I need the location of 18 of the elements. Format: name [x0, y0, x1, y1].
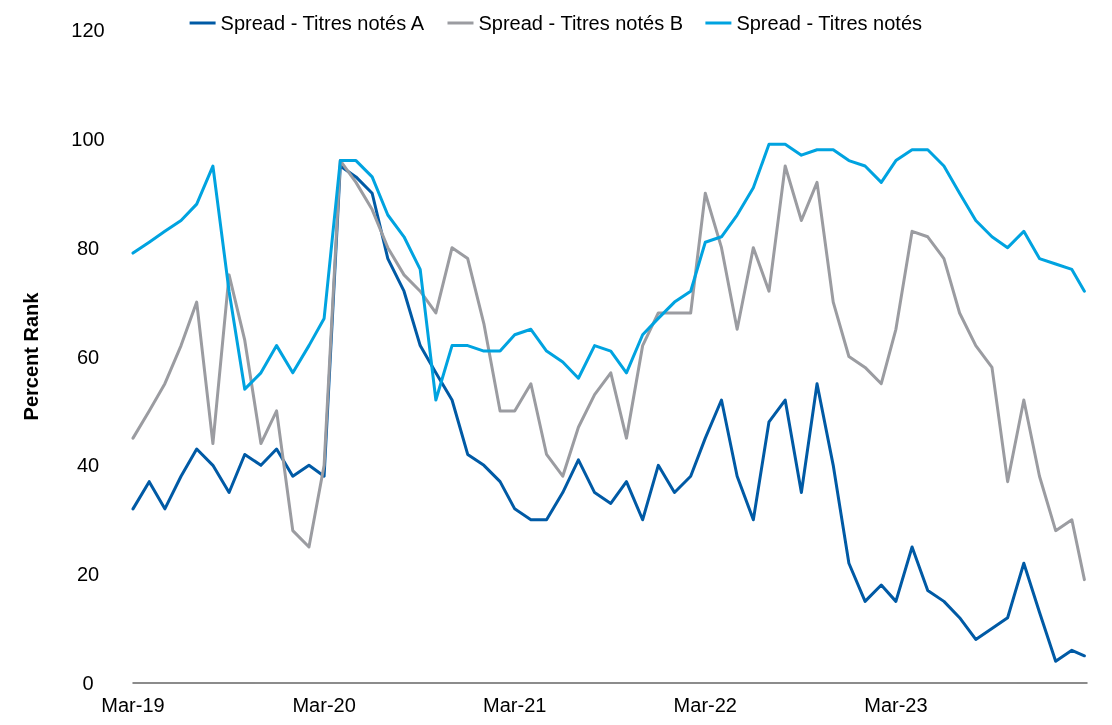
legend-label: Spread - Titres notés — [736, 12, 923, 34]
y-tick-label: 40 — [76, 454, 100, 477]
y-tick-label: 0 — [82, 672, 94, 694]
y-tick-label: 120 — [71, 19, 105, 41]
y-tick-label: 100 — [71, 127, 105, 150]
x-tick-label: Mar-21 — [483, 694, 547, 716]
y-tick-label: 80 — [76, 236, 100, 259]
x-tick-label: Mar-19 — [101, 694, 165, 716]
y-tick-label: 60 — [76, 345, 100, 368]
legend-label: Spread - Titres notés A — [220, 12, 425, 34]
line-series — [131, 142, 1086, 402]
x-tick-label: Mar-20 — [292, 694, 356, 716]
line-series — [131, 159, 1086, 582]
legend-label: Spread - Titres notés B — [478, 12, 684, 34]
x-tick-label: Mar-22 — [673, 694, 737, 716]
y-axis-title: Percent Rank — [20, 291, 42, 421]
x-tick-label: Mar-23 — [864, 694, 928, 716]
y-tick-label: 20 — [76, 563, 100, 586]
